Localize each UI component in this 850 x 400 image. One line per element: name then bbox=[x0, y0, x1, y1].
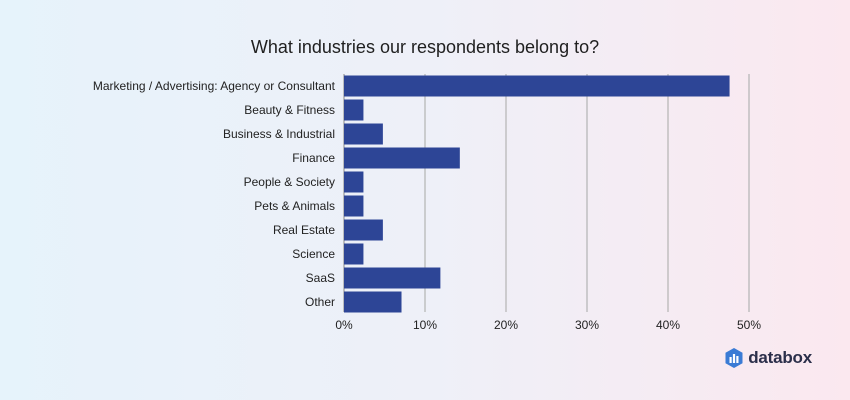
category-labels: Marketing / Advertising: Agency or Consu… bbox=[93, 79, 336, 309]
category-label: Science bbox=[292, 247, 335, 261]
category-label: Business & Industrial bbox=[223, 127, 335, 141]
bar bbox=[344, 171, 364, 193]
category-label: Marketing / Advertising: Agency or Consu… bbox=[93, 79, 336, 93]
bar bbox=[344, 147, 460, 169]
bar bbox=[344, 267, 441, 289]
bar bbox=[344, 219, 383, 241]
category-label: Other bbox=[305, 295, 335, 309]
bar bbox=[344, 195, 364, 217]
category-label: People & Society bbox=[244, 175, 335, 189]
databox-logo-text: databox bbox=[748, 348, 812, 367]
x-tick-labels: 0% 10% 20% 30% 40% 50% bbox=[335, 318, 761, 332]
x-tick-label: 30% bbox=[575, 318, 599, 332]
x-tick-label: 0% bbox=[335, 318, 353, 332]
databox-logo-icon bbox=[725, 348, 743, 368]
bar bbox=[344, 123, 383, 145]
x-tick-label: 50% bbox=[737, 318, 761, 332]
bar bbox=[344, 99, 364, 121]
bar bbox=[344, 75, 730, 97]
bar bbox=[344, 291, 402, 313]
chart-title: What industries our respondents belong t… bbox=[251, 37, 599, 57]
x-tick-label: 10% bbox=[413, 318, 437, 332]
bars bbox=[344, 75, 730, 313]
category-label: SaaS bbox=[306, 271, 335, 285]
databox-logo: databox bbox=[725, 348, 812, 368]
category-label: Beauty & Fitness bbox=[244, 103, 335, 117]
category-label: Finance bbox=[292, 151, 335, 165]
category-label: Real Estate bbox=[273, 223, 335, 237]
category-label: Pets & Animals bbox=[254, 199, 335, 213]
x-tick-label: 40% bbox=[656, 318, 680, 332]
bar bbox=[344, 243, 364, 265]
x-tick-label: 20% bbox=[494, 318, 518, 332]
